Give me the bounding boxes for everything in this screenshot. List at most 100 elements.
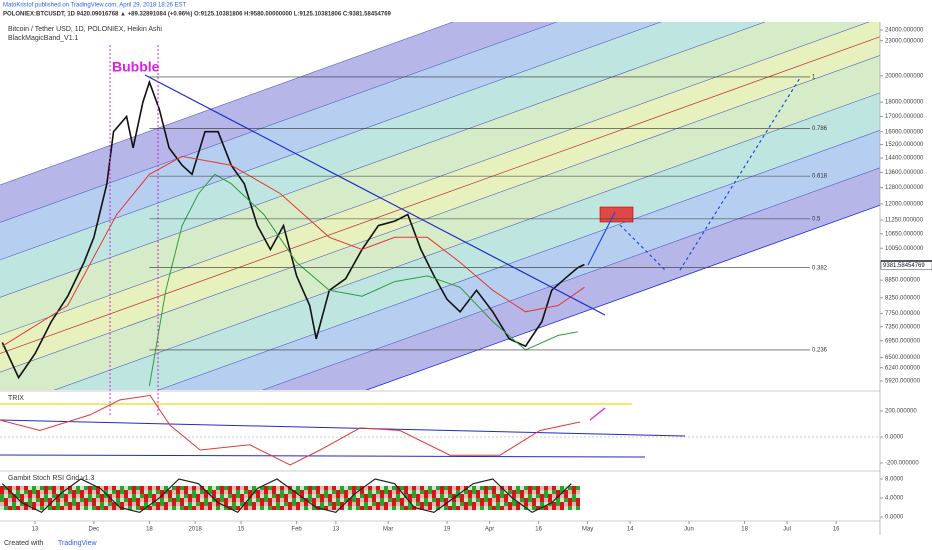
grid-cell (224, 486, 228, 490)
grid-cell (560, 486, 564, 490)
grid-cell (296, 498, 300, 502)
grid-cell (292, 486, 296, 490)
grid-cell (136, 494, 140, 498)
grid-cell (284, 498, 288, 502)
grid-cell (128, 506, 132, 510)
grid-cell (372, 506, 376, 510)
footer-brand: TradingView (58, 540, 97, 547)
grid-cell (264, 502, 268, 506)
grid-cell (512, 502, 516, 506)
grid-cell (84, 506, 88, 510)
grid-cell (456, 502, 460, 506)
grid-cell (576, 506, 580, 510)
grid-cell (76, 490, 80, 494)
grid-cell (232, 498, 236, 502)
grid-cell (76, 506, 80, 510)
grid-cell (124, 494, 128, 498)
grid-cell (244, 490, 248, 494)
grid-cell (244, 506, 248, 510)
grid-cell (388, 502, 392, 506)
grid-cell (216, 502, 220, 506)
y-tick-label: 6240.000000 (885, 365, 921, 371)
grid-cell (224, 490, 228, 494)
grid-cell (380, 502, 384, 506)
grid-cell (164, 506, 168, 510)
grid-cell (348, 490, 352, 494)
grid-cell (352, 494, 356, 498)
grid-cell (144, 498, 148, 502)
grid-cell (228, 490, 232, 494)
grid-cell (100, 494, 104, 498)
grid-cell (216, 494, 220, 498)
grid-cell (124, 506, 128, 510)
grid-cell (452, 502, 456, 506)
grid-cell (356, 498, 360, 502)
grid-cell (160, 490, 164, 494)
grid-cell (60, 502, 64, 506)
grid-cell (384, 498, 388, 502)
grid-cell (164, 502, 168, 506)
grid-cell (364, 506, 368, 510)
grid-cell (292, 506, 296, 510)
grid-cell (392, 498, 396, 502)
grid-cell (496, 498, 500, 502)
grid-cell (312, 494, 316, 498)
grid-cell (116, 494, 120, 498)
grid-cell (532, 494, 536, 498)
grid-cell (240, 494, 244, 498)
grid-cell (28, 494, 32, 498)
grid-cell (424, 506, 428, 510)
trend-line (144, 74, 606, 316)
grid-cell (444, 494, 448, 498)
grid-cell (376, 486, 380, 490)
grid-cell (500, 502, 504, 506)
grid-cell (44, 498, 48, 502)
grid-cell (472, 506, 476, 510)
grid-cell (376, 502, 380, 506)
y-tick-label: 200.000000 (885, 409, 917, 415)
grid-cell (132, 486, 136, 490)
grid-cell (64, 490, 68, 494)
grid-cell (564, 502, 568, 506)
y-tick-label: 14400.000000 (885, 156, 924, 162)
grid-cell (208, 490, 212, 494)
grid-cell (260, 502, 264, 506)
stoch-grid (0, 486, 580, 510)
grid-cell (400, 486, 404, 490)
grid-cell (68, 498, 72, 502)
grid-cell (136, 506, 140, 510)
grid-cell (360, 498, 364, 502)
grid-cell (492, 502, 496, 506)
grid-cell (428, 498, 432, 502)
grid-cell (152, 506, 156, 510)
grid-cell (344, 494, 348, 498)
chart-title: Bitcoin / Tether USD, 1D, POLONIEX, Heik… (8, 26, 162, 33)
grid-cell (232, 502, 236, 506)
grid-cell (300, 502, 304, 506)
grid-cell (296, 506, 300, 510)
grid-cell (180, 498, 184, 502)
grid-cell (464, 506, 468, 510)
grid-cell (52, 490, 56, 494)
grid-cell (436, 490, 440, 494)
grid-cell (108, 498, 112, 502)
grid-cell (380, 506, 384, 510)
grid-cell (296, 494, 300, 498)
grid-cell (560, 502, 564, 506)
grid-cell (464, 486, 468, 490)
grid-cell (252, 506, 256, 510)
grid-cell (484, 498, 488, 502)
grid-cell (164, 498, 168, 502)
grid-cell (500, 490, 504, 494)
grid-cell (352, 498, 356, 502)
grid-cell (12, 502, 16, 506)
grid-cell (328, 498, 332, 502)
grid-cell (320, 494, 324, 498)
grid-cell (112, 502, 116, 506)
stoch-line (1, 478, 572, 514)
grid-cell (4, 494, 8, 498)
grid-cell (468, 502, 472, 506)
grid-cell (560, 494, 564, 498)
grid-cell (536, 506, 540, 510)
grid-cell (88, 506, 92, 510)
